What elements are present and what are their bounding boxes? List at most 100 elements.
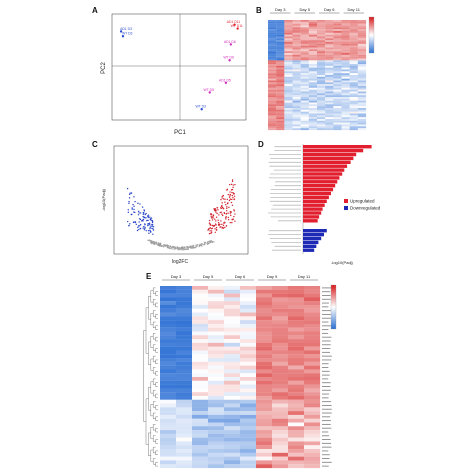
heatmap-b-cell [341, 20, 350, 22]
heatmap-b-cell [276, 42, 285, 44]
heatmap-e-cell [256, 430, 273, 434]
volcano-point-up [231, 194, 233, 197]
pca-point-label: AD1 D5 [219, 78, 231, 82]
heatmap-b-cell [357, 62, 367, 65]
heatmap-b-cell [292, 102, 301, 105]
heatmap-b-cell [325, 76, 334, 79]
go-bar-down [303, 244, 317, 248]
volcano-point-down [148, 232, 150, 234]
volcano-point-ns [194, 247, 196, 249]
heatmap-b-cell [268, 115, 277, 118]
heatmap-e-cell [240, 380, 257, 385]
heatmap-b-cell [276, 76, 285, 79]
volcano-point-up [231, 219, 233, 221]
heatmap-e-cell [304, 289, 321, 294]
volcano-point-down [147, 224, 149, 227]
heatmap-b-cell [317, 119, 326, 121]
heatmap-e-cell [192, 354, 209, 359]
heatmap-b-cell [325, 100, 334, 103]
heatmap-e-group-label: Day 5 [203, 274, 214, 279]
heatmap-e-cell [272, 316, 289, 321]
heatmap-e-cell [240, 354, 257, 359]
heatmap-b-cell [292, 42, 301, 44]
heatmap-b-cell [284, 106, 293, 109]
heatmap-b-cell [349, 76, 358, 79]
heatmap-b-cell [276, 117, 285, 120]
heatmap-e-cell [304, 380, 321, 385]
heatmap-b-cell [308, 67, 318, 70]
heatmap-e-cell [160, 414, 177, 419]
heatmap-b-cell [276, 126, 285, 129]
volcano-point-ns [182, 247, 184, 249]
heatmap-b-cell [268, 91, 277, 94]
volcano-point-up [231, 221, 233, 224]
volcano-point-up [230, 183, 233, 186]
volcano-point-up [230, 214, 232, 217]
heatmap-b-cell [341, 53, 350, 55]
heatmap-e-cell [224, 346, 241, 351]
heatmap-b-cell [308, 34, 318, 37]
go-bar-up [303, 152, 357, 157]
heatmap-e-cell [224, 369, 241, 374]
heatmap-b-cell [292, 29, 301, 32]
volcano-point-up [216, 207, 218, 209]
heatmap-b-cell [357, 60, 367, 63]
heatmap-e-cell [288, 361, 305, 366]
heatmap-b-cell [317, 58, 326, 61]
heatmap-b-cell [268, 126, 277, 129]
heatmap-b-cell [268, 113, 277, 116]
volcano-point-ns [176, 246, 179, 248]
heatmap-e-cell [176, 414, 193, 419]
heatmap-b-cell [268, 120, 277, 123]
heatmap-e-cell [304, 331, 321, 336]
volcano-point-ns [162, 246, 165, 248]
heatmap-e-cell [288, 312, 305, 317]
heatmap-b-cell [325, 60, 334, 63]
volcano-point-up [214, 209, 216, 212]
heatmap-b-cell [317, 25, 326, 28]
heatmap-e-cell [272, 426, 289, 431]
heatmap-e-cell [224, 327, 241, 332]
heatmap-b-cell [317, 117, 326, 120]
heatmap-b-cell [284, 73, 293, 76]
go-bar-up [303, 219, 318, 223]
heatmap-b-cell [333, 84, 342, 87]
heatmap-b-cell [284, 80, 293, 83]
heatmap-e-cell [224, 452, 241, 457]
heatmap-b-cell [333, 47, 342, 50]
heatmap-b-cell [308, 119, 318, 121]
heatmap-e-cell [288, 418, 305, 423]
heatmap-b-cell [284, 60, 293, 63]
heatmap-b-cell [292, 122, 301, 125]
heatmap-e-cell [288, 414, 305, 419]
heatmap-e-cell [208, 377, 225, 381]
volcano-point-up [221, 213, 223, 215]
heatmap-b-cell [276, 78, 285, 81]
heatmap-b-cell [333, 31, 342, 33]
heatmap-e-cell [192, 312, 209, 317]
heatmap-e-cell [192, 369, 209, 374]
heatmap-b-cell [349, 65, 358, 68]
volcano-point-down [128, 197, 131, 199]
heatmap-e-cell [272, 361, 289, 366]
volcano-point-ns [184, 248, 186, 250]
volcano-point-up [229, 191, 231, 193]
heatmap-e-cell [224, 403, 241, 408]
heatmap-b-cell [357, 31, 367, 33]
heatmap-b-cell [300, 27, 309, 30]
heatmap-b-cell [349, 124, 358, 127]
volcano-point-ns [180, 246, 182, 249]
heatmap-b-cell [357, 122, 367, 125]
heatmap-b-cell [292, 67, 301, 70]
volcano-plot-area [113, 145, 249, 255]
volcano-point-ns [160, 244, 162, 246]
volcano-point-down [146, 215, 149, 217]
heatmap-b-cell [341, 71, 350, 74]
heatmap-e-cell [288, 301, 305, 306]
heatmap-e-cell [304, 407, 321, 412]
heatmap-b-cell [325, 42, 334, 44]
heatmap-e-dendrogram [143, 287, 158, 467]
heatmap-e-cell [288, 399, 305, 404]
heatmap-b-cell [268, 102, 277, 105]
heatmap-e-cell [240, 316, 257, 321]
